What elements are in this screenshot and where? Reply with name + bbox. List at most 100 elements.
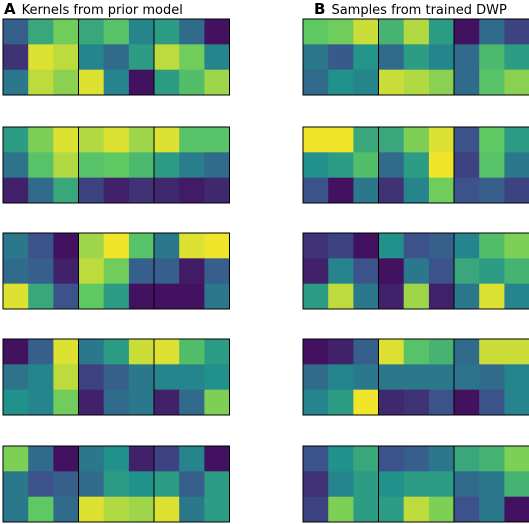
heatmap-cell <box>204 446 230 472</box>
heatmap-cell <box>454 364 480 391</box>
panel-b-caption: Samples from trained DWP <box>331 3 507 18</box>
heatmap-cell <box>53 258 79 285</box>
heatmap-cell <box>378 283 405 310</box>
heatmap-cell <box>204 69 230 96</box>
heatmap-cell <box>53 339 79 365</box>
heatmap-cell <box>179 258 205 285</box>
heatmap-cell <box>353 258 379 285</box>
heatmap-cell <box>328 233 354 259</box>
heatmap-cell <box>403 177 430 204</box>
heatmap-cell <box>353 152 379 179</box>
heatmap-cell <box>403 283 430 310</box>
heatmap-cell <box>154 177 180 204</box>
kernel-border <box>153 126 230 204</box>
heatmap-cell <box>428 471 455 498</box>
heatmap-cell <box>378 339 405 365</box>
heatmap-cell <box>353 496 379 523</box>
panel-a-title: A Kernels from prior model <box>4 0 183 18</box>
heatmap-cell <box>154 44 180 71</box>
heatmap-cell <box>479 19 505 45</box>
heatmap-cell <box>78 233 105 259</box>
heatmap-cell <box>53 69 79 96</box>
heatmap-cell <box>78 258 105 285</box>
heatmap-cell <box>179 496 205 523</box>
heatmap-cell <box>154 127 180 153</box>
heatmap-cell <box>328 446 354 472</box>
heatmap-cell <box>154 19 180 45</box>
heatmap-cell <box>428 127 455 153</box>
heatmap-cell <box>504 19 529 45</box>
heatmap-cell <box>504 389 529 416</box>
heatmap-cell <box>204 233 230 259</box>
heatmap-cell <box>454 283 480 310</box>
heatmap-cell <box>28 233 54 259</box>
heatmap-cell <box>428 152 455 179</box>
heatmap-cell <box>378 258 405 285</box>
heatmap-cell <box>128 364 155 391</box>
heatmap-cell <box>103 339 130 365</box>
heatmap-cell <box>428 389 455 416</box>
heatmap-cell <box>353 389 379 416</box>
heatmap-cell <box>353 446 379 472</box>
heatmap-cell <box>479 69 505 96</box>
heatmap-cell <box>303 152 329 179</box>
heatmap-cell <box>53 496 79 523</box>
heatmap-cell <box>303 283 329 310</box>
heatmap-cell <box>428 69 455 96</box>
heatmap-cell <box>403 44 430 71</box>
heatmap-cell <box>378 233 405 259</box>
heatmap-cell <box>103 127 130 153</box>
heatmap-cell <box>154 364 180 391</box>
heatmap-cell <box>3 364 29 391</box>
heatmap-cell <box>128 19 155 45</box>
heatmap-cell <box>3 471 29 498</box>
panel-a-grid <box>2 18 230 523</box>
heatmap-cell <box>78 339 105 365</box>
heatmap-cell <box>504 44 529 71</box>
heatmap-cell <box>53 19 79 45</box>
panel-b-title: B Samples from trained DWP <box>314 0 507 18</box>
heatmap-cell <box>378 389 405 416</box>
heatmap-cell <box>53 446 79 472</box>
heatmap-cell <box>378 364 405 391</box>
heatmap-cell <box>3 19 29 45</box>
heatmap-cell <box>403 233 430 259</box>
heatmap-cell <box>154 152 180 179</box>
heatmap-cell <box>403 127 430 153</box>
heatmap-cell <box>53 389 79 416</box>
heatmap-cell <box>3 152 29 179</box>
heatmap-cell <box>428 177 455 204</box>
heatmap-cell <box>403 19 430 45</box>
heatmap-cell <box>454 177 480 204</box>
heatmap-cell <box>479 127 505 153</box>
heatmap-cell <box>303 389 329 416</box>
heatmap-cell <box>154 69 180 96</box>
heatmap-cell <box>353 283 379 310</box>
kernel-border <box>453 126 529 204</box>
heatmap-cell <box>454 69 480 96</box>
heatmap-cell <box>403 446 430 472</box>
heatmap-cell <box>504 283 529 310</box>
heatmap-cell <box>103 177 130 204</box>
heatmap-cell <box>479 496 505 523</box>
heatmap-cell <box>403 152 430 179</box>
heatmap-cell <box>428 496 455 523</box>
heatmap-cell <box>353 127 379 153</box>
heatmap-cell <box>479 389 505 416</box>
heatmap-cell <box>179 283 205 310</box>
heatmap-cell <box>53 364 79 391</box>
heatmap-cell <box>428 283 455 310</box>
heatmap-cell <box>78 283 105 310</box>
heatmap-cell <box>28 44 54 71</box>
heatmap-cell <box>504 471 529 498</box>
heatmap-cell <box>53 471 79 498</box>
heatmap-cell <box>3 69 29 96</box>
heatmap-cell <box>53 152 79 179</box>
heatmap-cell <box>204 177 230 204</box>
heatmap-cell <box>154 496 180 523</box>
heatmap-cell <box>328 471 354 498</box>
heatmap-cell <box>479 44 505 71</box>
heatmap-cell <box>479 364 505 391</box>
heatmap-cell <box>454 152 480 179</box>
heatmap-cell <box>28 496 54 523</box>
